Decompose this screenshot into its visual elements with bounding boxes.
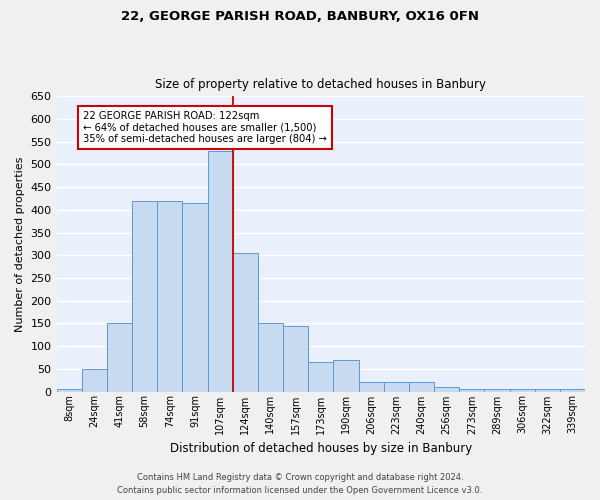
Bar: [283, 326, 308, 392]
Bar: [334, 360, 359, 392]
Bar: [107, 324, 132, 392]
Bar: [182, 203, 208, 392]
Bar: [484, 389, 509, 392]
Bar: [208, 151, 233, 392]
Bar: [132, 201, 157, 392]
Title: Size of property relative to detached houses in Banbury: Size of property relative to detached ho…: [155, 78, 486, 91]
Y-axis label: Number of detached properties: Number of detached properties: [15, 156, 25, 332]
Bar: [434, 387, 459, 392]
Bar: [157, 201, 182, 392]
Bar: [409, 382, 434, 392]
Text: 22 GEORGE PARISH ROAD: 122sqm
← 64% of detached houses are smaller (1,500)
35% o: 22 GEORGE PARISH ROAD: 122sqm ← 64% of d…: [83, 111, 327, 144]
Bar: [82, 369, 107, 392]
Bar: [383, 382, 409, 392]
Bar: [258, 324, 283, 392]
Bar: [56, 389, 82, 392]
Bar: [535, 389, 560, 392]
Text: 22, GEORGE PARISH ROAD, BANBURY, OX16 0FN: 22, GEORGE PARISH ROAD, BANBURY, OX16 0F…: [121, 10, 479, 23]
Bar: [459, 389, 484, 392]
Bar: [359, 382, 383, 392]
X-axis label: Distribution of detached houses by size in Banbury: Distribution of detached houses by size …: [170, 442, 472, 455]
Text: Contains HM Land Registry data © Crown copyright and database right 2024.
Contai: Contains HM Land Registry data © Crown c…: [118, 474, 482, 495]
Bar: [233, 253, 258, 392]
Bar: [308, 362, 334, 392]
Bar: [509, 389, 535, 392]
Bar: [560, 389, 585, 392]
